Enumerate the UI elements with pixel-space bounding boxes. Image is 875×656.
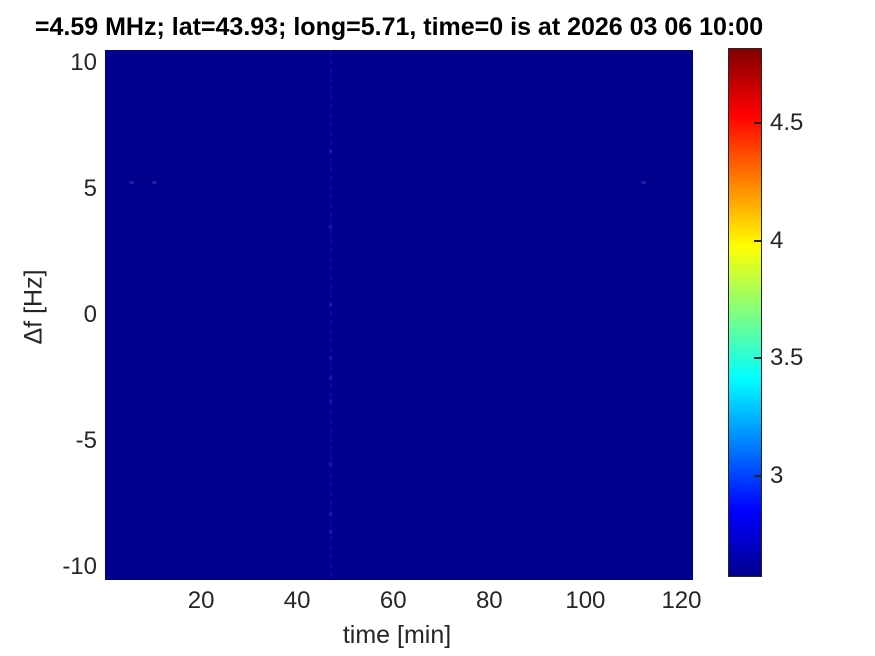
event-line-bright-point bbox=[329, 398, 333, 403]
faint-speck bbox=[152, 181, 158, 184]
x-tick-label: 20 bbox=[187, 587, 215, 614]
y-tick-label: 5 bbox=[83, 174, 97, 202]
colorbar-tick-mark bbox=[754, 357, 761, 360]
y-axis-label: Δf [Hz] bbox=[19, 269, 48, 345]
x-tick-label: 40 bbox=[283, 587, 311, 614]
y-tick-label: -10 bbox=[62, 553, 97, 581]
event-line-bright-point bbox=[329, 148, 333, 153]
event-line-bright-point bbox=[329, 512, 333, 517]
x-tick-label: 80 bbox=[475, 587, 503, 614]
event-line-bright-point bbox=[329, 302, 333, 307]
event-line-bright-point bbox=[329, 461, 333, 466]
x-tick-label: 60 bbox=[379, 587, 407, 614]
event-line-bright-point bbox=[329, 224, 333, 229]
colorbar-tick-label: 4.5 bbox=[770, 109, 804, 137]
y-tick-label: 0 bbox=[83, 301, 97, 328]
colorbar-tick-label: 4 bbox=[770, 226, 784, 254]
colorbar bbox=[728, 48, 762, 577]
colorbar-tick-mark bbox=[754, 122, 761, 125]
colorbar-tick-mark bbox=[754, 474, 761, 477]
event-line-bright-point bbox=[329, 530, 333, 535]
colorbar-tick-label: 3.5 bbox=[770, 344, 804, 372]
x-tick-label: 120 bbox=[661, 587, 702, 614]
x-axis-label: time [min] bbox=[342, 621, 452, 649]
chart-title: =4.59 MHz; lat=43.93; long=5.71, time=0 … bbox=[34, 13, 764, 41]
faint-speck bbox=[640, 181, 646, 184]
heatmap-plot-area bbox=[105, 50, 693, 580]
event-line-bright-point bbox=[329, 376, 333, 381]
y-tick-label: -5 bbox=[75, 427, 97, 455]
colorbar-tick-mark bbox=[754, 239, 761, 242]
event-line bbox=[329, 50, 332, 580]
event-line-bright-point bbox=[329, 355, 333, 360]
faint-speck bbox=[129, 181, 135, 184]
y-tick-label: 10 bbox=[70, 48, 97, 76]
x-tick-label: 100 bbox=[565, 587, 606, 614]
colorbar-tick-label: 3 bbox=[770, 461, 784, 489]
